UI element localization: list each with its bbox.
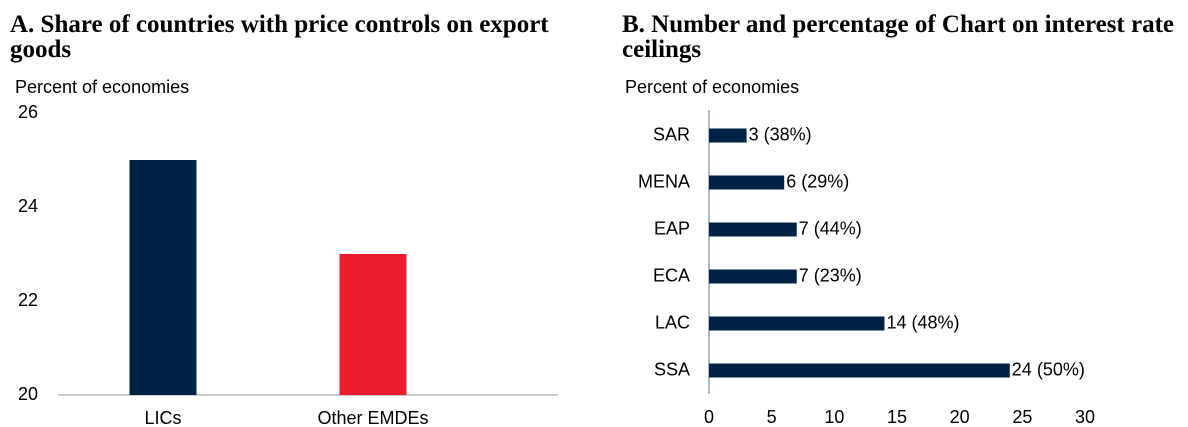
- bar: [709, 222, 797, 237]
- x-tick-label: 10: [824, 407, 844, 427]
- data-label: 6 (29%): [786, 171, 849, 191]
- bar: [129, 160, 197, 395]
- x-tick-label: 5: [767, 407, 777, 427]
- chart-title: B. Number and percentage of Chart on int…: [622, 11, 1175, 63]
- y-tick-label: SAR: [653, 124, 690, 144]
- x-tick-label: 30: [1075, 407, 1095, 427]
- y-tick-label: EAP: [654, 218, 690, 238]
- x-tick-label: LICs: [144, 408, 181, 427]
- axis-label: Percent of economies: [15, 77, 189, 97]
- bar: [709, 175, 785, 190]
- data-label: 7 (44%): [799, 218, 862, 238]
- bar: [709, 269, 797, 284]
- data-label: 7 (23%): [799, 265, 862, 285]
- x-tick-label: Other EMDEs: [317, 408, 428, 427]
- data-label: 3 (38%): [749, 124, 812, 144]
- bar: [709, 363, 1010, 378]
- axis-label: Percent of economies: [625, 77, 799, 97]
- data-label: 14 (48%): [886, 312, 959, 332]
- data-label: 24 (50%): [1012, 359, 1085, 379]
- x-tick-label: 20: [950, 407, 970, 427]
- x-tick-label: 25: [1012, 407, 1032, 427]
- y-tick-label: 22: [18, 290, 38, 310]
- x-tick-label: 0: [704, 407, 714, 427]
- bar: [709, 128, 747, 143]
- bar: [709, 316, 885, 331]
- chart-title: A. Share of countries with price control…: [10, 11, 549, 63]
- y-tick-label: 26: [18, 102, 38, 122]
- y-tick-label: ECA: [653, 265, 690, 285]
- bar: [339, 254, 407, 395]
- y-tick-label: SSA: [654, 359, 690, 379]
- y-tick-label: 20: [18, 384, 38, 404]
- y-tick-label: 24: [18, 196, 38, 216]
- x-tick-label: 15: [887, 407, 907, 427]
- y-tick-label: LAC: [655, 312, 690, 332]
- y-tick-label: MENA: [638, 171, 690, 191]
